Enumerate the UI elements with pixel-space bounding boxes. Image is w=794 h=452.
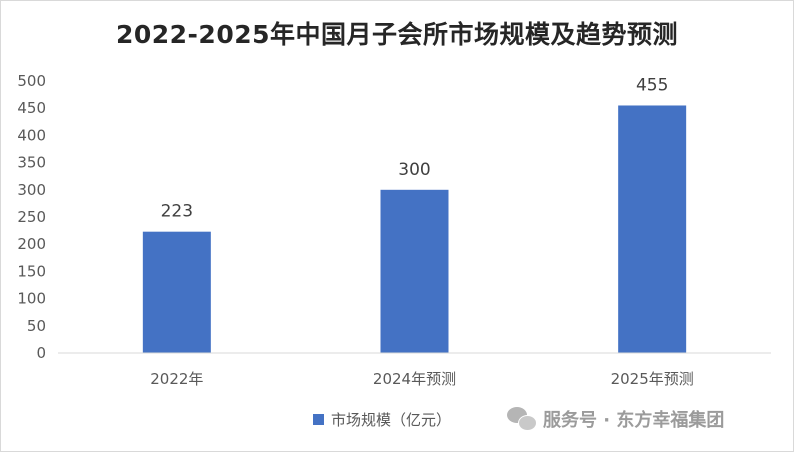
legend-label: 市场规模（亿元） <box>331 411 452 429</box>
chart-title: 2022-2025年中国月子会所市场规模及趋势预测 <box>115 20 679 49</box>
y-tick-label: 350 <box>17 154 46 172</box>
y-tick-label: 250 <box>17 208 46 226</box>
y-tick-label: 50 <box>27 317 46 335</box>
y-tick-label: 450 <box>17 99 46 117</box>
data-label: 223 <box>161 202 193 222</box>
data-label: 455 <box>636 75 668 95</box>
watermark: 服务号 · 东方幸福集团 <box>507 406 724 432</box>
wechat-icon <box>507 407 537 431</box>
x-tick-label: 2022年 <box>150 370 203 388</box>
y-tick-label: 200 <box>17 235 46 253</box>
legend: 市场规模（亿元） <box>313 409 451 430</box>
bar <box>618 105 687 353</box>
x-tick-label: 2025年预测 <box>611 370 694 388</box>
y-tick-label: 300 <box>17 181 46 199</box>
bar <box>380 189 449 353</box>
y-tick-label: 100 <box>17 290 46 308</box>
x-tick-label: 2024年预测 <box>373 370 456 388</box>
y-tick-label: 150 <box>17 262 46 280</box>
y-tick-label: 0 <box>36 344 46 362</box>
x-axis: 2022年 2024年预测 2025年预测 <box>58 352 771 388</box>
y-tick-label: 400 <box>17 126 46 144</box>
y-tick-label: 500 <box>17 72 46 90</box>
watermark-text: 服务号 · 东方幸福集团 <box>543 410 725 431</box>
data-label: 300 <box>398 160 430 180</box>
legend-swatch <box>313 414 324 425</box>
bar <box>142 231 211 353</box>
bars: 223 300 455 <box>142 75 687 353</box>
y-axis: 0 50 100 150 200 250 300 350 400 450 500 <box>17 72 46 362</box>
